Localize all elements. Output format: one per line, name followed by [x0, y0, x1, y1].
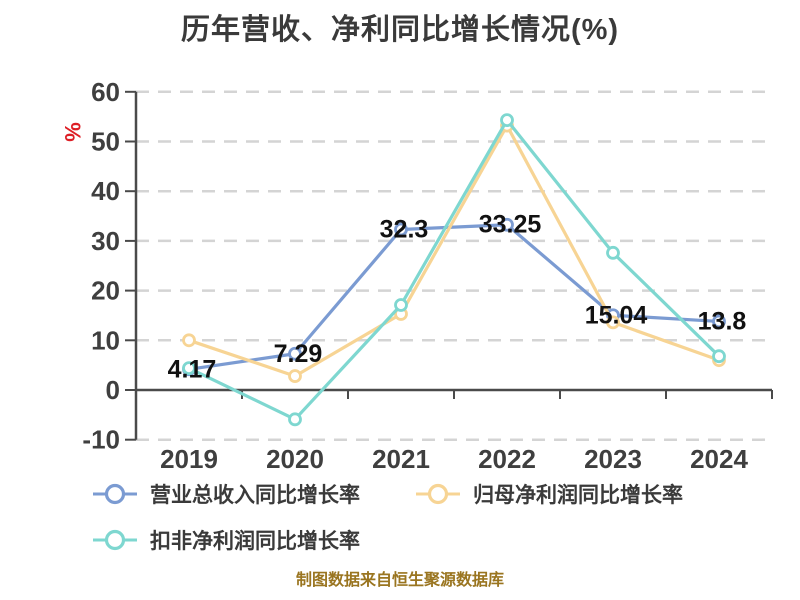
data-label-2020: 7.29 [274, 340, 323, 368]
x-axis-label-2024: 2024 [690, 444, 748, 474]
legend-marker-icon [93, 483, 137, 505]
y-axis-tick-label: 50 [91, 127, 120, 157]
data-point-2-2023[interactable] [606, 245, 620, 260]
data-label-2023: 15.04 [585, 301, 648, 329]
legend-marker-icon [416, 483, 460, 505]
data-label-2019: 4.17 [168, 355, 217, 383]
y-axis-tick-label: 40 [91, 176, 120, 206]
legend-item-1[interactable]: 归母净利润同比增长率 [415, 479, 683, 509]
legend-marker-icon [93, 529, 137, 551]
data-source-note: 制图数据来自恒生聚源数据库 [295, 572, 504, 589]
legend-item-2[interactable]: 扣非净利润同比增长率 [92, 525, 360, 555]
data-label-2024: 13.8 [698, 307, 747, 335]
series-line-1 [187, 123, 721, 378]
data-point-0-2022[interactable] [500, 217, 514, 232]
data-point-0-2024[interactable] [712, 314, 726, 329]
data-point-0-2020[interactable] [288, 346, 302, 361]
y-axis-tick-label: -10 [82, 425, 120, 455]
x-axis-label-2021: 2021 [372, 444, 430, 474]
data-point-2-2019[interactable] [182, 361, 196, 376]
series-line-2 [187, 118, 721, 421]
legend-label-1: 归母净利润同比增长率 [473, 484, 683, 507]
data-point-1-2020[interactable] [288, 369, 302, 383]
data-point-2-2020[interactable] [288, 412, 302, 427]
series-line-0 [187, 223, 721, 371]
data-label-2021: 32.3 [380, 215, 429, 243]
chart-title: 历年营收、净利同比增长情况(%) [180, 14, 620, 46]
x-axis-label-2022: 2022 [478, 444, 536, 474]
data-point-1-2019[interactable] [182, 333, 196, 348]
data-point-2-2024[interactable] [712, 349, 726, 364]
data-point-1-2023[interactable] [606, 315, 620, 330]
legend-label-0: 营业总收入同比增长率 [150, 484, 360, 507]
y-axis-tick-label: 30 [91, 226, 120, 256]
x-axis-label-2023: 2023 [584, 444, 642, 474]
x-axis-label-2020: 2020 [266, 444, 324, 474]
y-axis-tick-label: 60 [91, 77, 120, 107]
legend-item-0[interactable]: 营业总收入同比增长率 [92, 479, 360, 509]
data-label-2022: 33.25 [479, 211, 542, 239]
legend: 营业总收入同比增长率 归母净利润同比增长率扣非净利润同比增长率 [92, 479, 752, 555]
y-axis-tick-label: 10 [91, 325, 120, 355]
legend-label-2: 扣非净利润同比增长率 [150, 530, 360, 553]
y-axis-tick-label: 0 [106, 375, 120, 405]
line-chart-plot: 60 50 40 30 20 10 0 -10 2019 2020 2021 2022 2023 2024… [82, 77, 773, 474]
x-axis-label-2019: 2019 [160, 444, 218, 474]
data-point-0-2021[interactable] [394, 222, 408, 237]
data-point-2-2022[interactable] [500, 113, 514, 128]
data-point-2-2021[interactable] [394, 298, 408, 312]
y-axis-tick-label: 20 [91, 276, 120, 306]
